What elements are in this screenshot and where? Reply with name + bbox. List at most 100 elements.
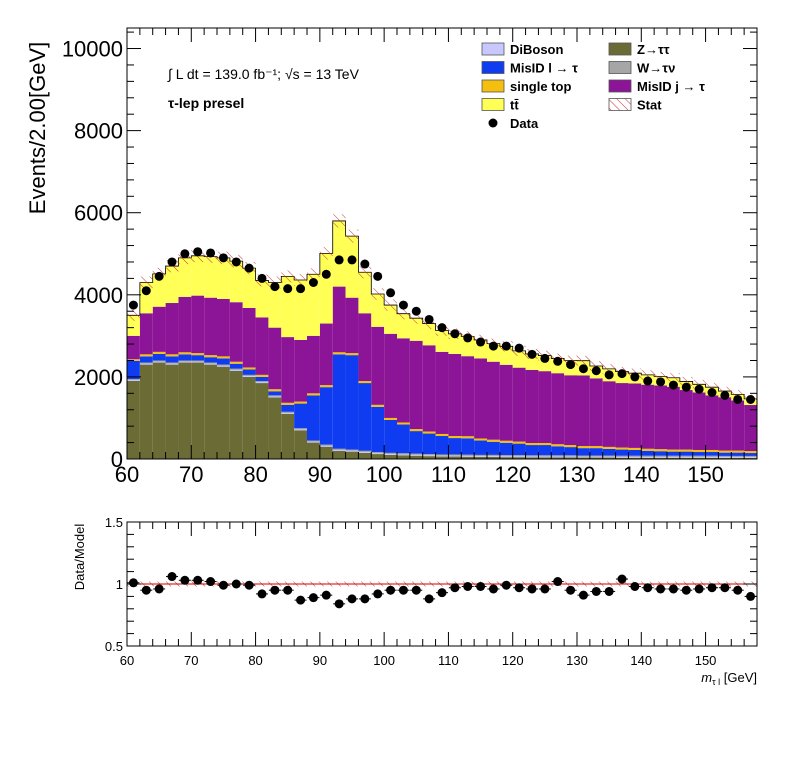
bar-0-31 (525, 457, 539, 459)
bar-3-8 (229, 363, 243, 369)
stat-hatch-15 (319, 247, 333, 260)
bar-0-33 (551, 457, 565, 459)
bar-2-24 (435, 454, 449, 456)
bar-1-22 (409, 454, 423, 456)
data-point-19 (373, 271, 383, 281)
bar-3-38 (615, 449, 629, 456)
ratio-x-tick-label-80: 80 (248, 653, 262, 668)
bar-3-21 (397, 424, 410, 454)
data-point-18 (360, 259, 370, 269)
legend-label-6: tt̄ (510, 98, 519, 113)
bar-2-42 (667, 455, 680, 457)
bar-2-43 (679, 455, 693, 457)
ratio-point-22 (411, 585, 421, 595)
bar-4-5 (191, 353, 205, 356)
bar-5-3 (165, 303, 179, 355)
bar-1-34 (564, 456, 577, 458)
bar-1-12 (281, 413, 295, 414)
data-point-42 (668, 380, 678, 390)
data-point-45 (707, 388, 717, 398)
bar-5-33 (551, 373, 565, 445)
ratio-point-20 (386, 585, 396, 595)
bar-3-48 (744, 453, 757, 456)
bar-2-20 (384, 452, 397, 455)
bar-1-15 (319, 445, 333, 447)
ratio-x-axis-label: mτ l [GeV] (701, 670, 757, 687)
bar-0-14 (307, 442, 320, 459)
x-tick-label-140: 140 (623, 462, 660, 487)
bar-4-8 (229, 361, 243, 364)
bar-0-6 (204, 364, 217, 459)
bar-4-17 (345, 353, 359, 356)
ratio-point-33 (553, 577, 563, 587)
bar-5-24 (435, 351, 449, 434)
bar-3-42 (667, 451, 680, 456)
ratio-point-28 (488, 584, 498, 594)
stat-hatch-42 (667, 373, 680, 383)
legend-swatch-2 (481, 61, 505, 74)
ratio-point-47 (733, 585, 743, 595)
bar-1-21 (397, 454, 410, 456)
ratio-point-16 (334, 599, 344, 609)
y-tick-label-2000: 2000 (74, 365, 123, 390)
data-point-9 (244, 263, 254, 273)
bar-0-21 (397, 455, 410, 459)
bar-5-8 (229, 302, 243, 362)
ratio-point-4 (180, 575, 190, 585)
bar-4-41 (654, 449, 667, 452)
stat-hatch-45 (705, 382, 719, 392)
bar-1-25 (448, 455, 462, 457)
bar-3-32 (538, 445, 552, 456)
ratio-y-tick-label-0: 0.5 (105, 639, 123, 654)
bar-3-46 (718, 452, 732, 456)
bar-3-36 (589, 448, 603, 456)
data-point-11 (270, 282, 280, 292)
bar-4-16 (332, 352, 346, 355)
bar-1-18 (358, 452, 372, 453)
bar-3-2 (152, 353, 166, 361)
bar-2-31 (525, 455, 539, 457)
data-point-43 (681, 382, 691, 392)
bar-0-24 (435, 456, 449, 459)
bar-5-27 (474, 358, 487, 439)
y-axis-label: Events/2.00[GeV] (25, 42, 50, 214)
data-point-29 (501, 341, 511, 351)
bar-3-18 (358, 383, 372, 451)
bar-3-28 (487, 441, 500, 455)
bar-3-1 (139, 356, 153, 363)
bar-2-16 (332, 448, 346, 450)
main-stack (126, 220, 758, 459)
bar-5-34 (564, 375, 577, 446)
stat-hatch-17 (345, 229, 359, 243)
bar-0-34 (564, 457, 577, 459)
bar-6-8 (229, 261, 243, 303)
bar-2-48 (744, 455, 757, 458)
stat-hatch-44 (692, 379, 706, 389)
data-point-36 (591, 366, 601, 376)
legend-label-3: W→τν (637, 61, 675, 76)
data-point-47 (733, 394, 743, 404)
bar-6-16 (332, 220, 346, 287)
bar-4-42 (667, 449, 680, 452)
bar-0-16 (332, 450, 346, 459)
data-point-26 (463, 333, 473, 343)
bar-1-9 (242, 376, 256, 377)
ratio-x-tick-label-90: 90 (313, 653, 327, 668)
bar-3-35 (577, 448, 590, 456)
main-axes: 60 70 80 90 100 110 120 130 140 150 0 2000 4000 6000 8… (62, 27, 758, 487)
ratio-point-34 (566, 585, 576, 595)
bar-3-12 (281, 404, 295, 412)
bar-0-23 (422, 456, 436, 459)
ratio-point-5 (193, 575, 203, 585)
data-point-13 (296, 284, 306, 294)
bar-2-44 (692, 455, 706, 457)
bar-2-5 (191, 360, 205, 362)
bar-4-9 (242, 367, 256, 370)
bar-1-43 (679, 456, 693, 458)
bar-0-39 (628, 457, 642, 459)
ratio-point-14 (308, 593, 318, 603)
bar-1-38 (615, 456, 629, 458)
data-point-32 (540, 353, 550, 363)
bar-2-17 (345, 449, 359, 451)
ratio-point-18 (360, 594, 370, 604)
